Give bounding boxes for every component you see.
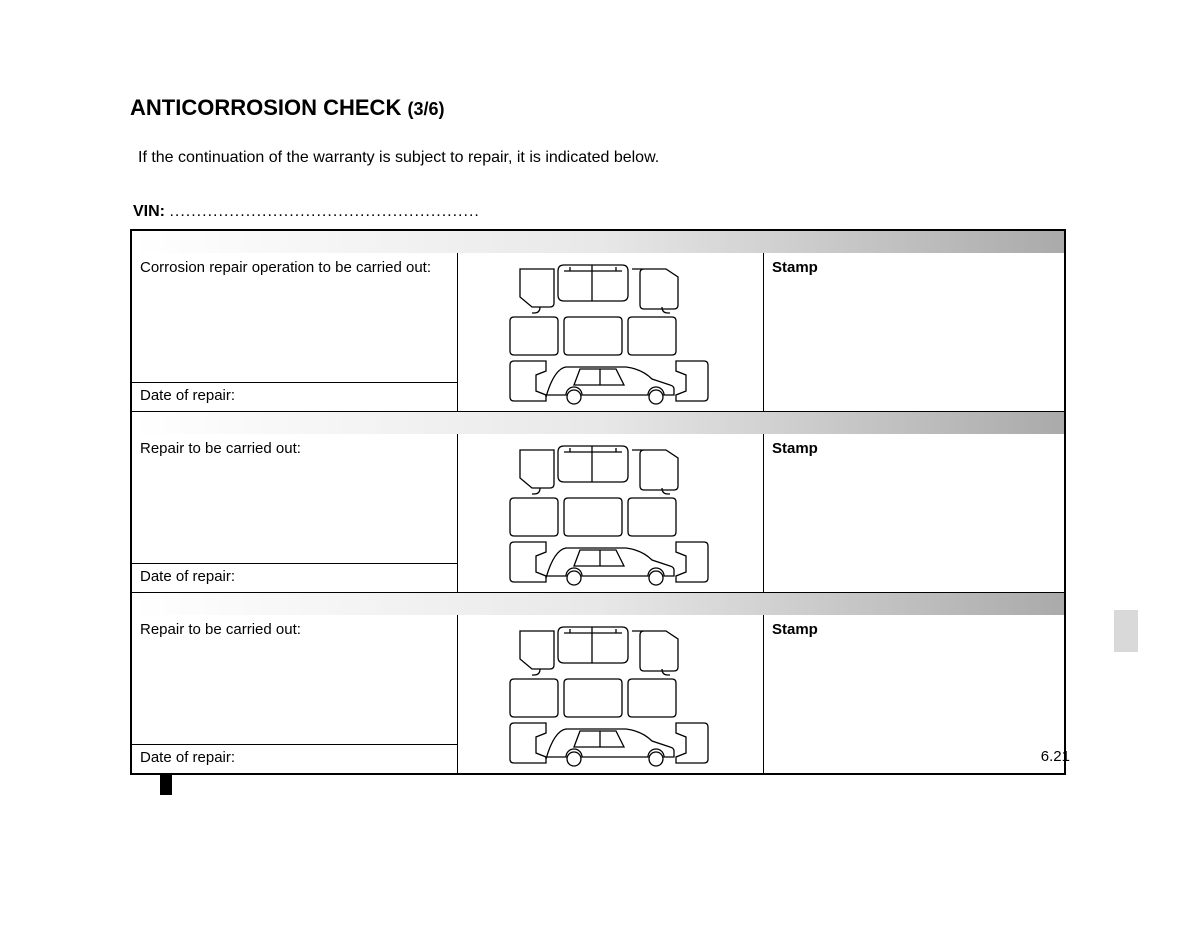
date-cell: Date of repair:	[132, 383, 457, 411]
print-mark-icon	[160, 775, 172, 795]
vehicle-body-icon	[496, 257, 726, 407]
vin-label: VIN:	[133, 203, 165, 220]
operation-cell: Corrosion repair operation to be carried…	[132, 253, 457, 383]
operation-cell: Repair to be carried out:	[132, 434, 457, 564]
vehicle-diagram-cell	[458, 253, 764, 411]
repair-section-2: Repair to be carried out: Date of repair…	[132, 434, 1064, 593]
date-cell: Date of repair:	[132, 745, 457, 773]
repair-section-3: Repair to be carried out: Date of repair…	[132, 615, 1064, 773]
separator-bar	[132, 231, 1064, 253]
document-page: ANTICORROSION CHECK (3/6) If the continu…	[0, 0, 1200, 835]
page-title: ANTICORROSION CHECK (3/6)	[130, 95, 1070, 121]
vehicle-diagram-cell	[458, 615, 764, 773]
page-number: 6.21	[1041, 748, 1070, 765]
title-suffix: (3/6)	[407, 99, 444, 119]
stamp-cell: Stamp	[764, 434, 1064, 592]
title-main: ANTICORROSION CHECK	[130, 95, 401, 120]
vehicle-diagram-cell	[458, 434, 764, 592]
operation-cell: Repair to be carried out:	[132, 615, 457, 745]
left-column: Repair to be carried out: Date of repair…	[132, 434, 458, 592]
date-cell: Date of repair:	[132, 564, 457, 592]
anticorrosion-form-table: Corrosion repair operation to be carried…	[130, 229, 1066, 775]
left-column: Repair to be carried out: Date of repair…	[132, 615, 458, 773]
vin-line: VIN: ...................................…	[133, 203, 1070, 221]
separator-bar	[132, 593, 1064, 615]
stamp-cell: Stamp	[764, 615, 1064, 773]
separator-bar	[132, 412, 1064, 434]
vin-fill-line: ........................................…	[169, 203, 479, 220]
page-subtitle: If the continuation of the warranty is s…	[138, 149, 1070, 167]
left-column: Corrosion repair operation to be carried…	[132, 253, 458, 411]
stamp-cell: Stamp	[764, 253, 1064, 411]
vehicle-body-icon	[496, 619, 726, 769]
repair-section-1: Corrosion repair operation to be carried…	[132, 253, 1064, 412]
thumb-index-tab	[1114, 610, 1138, 652]
vehicle-body-icon	[496, 438, 726, 588]
